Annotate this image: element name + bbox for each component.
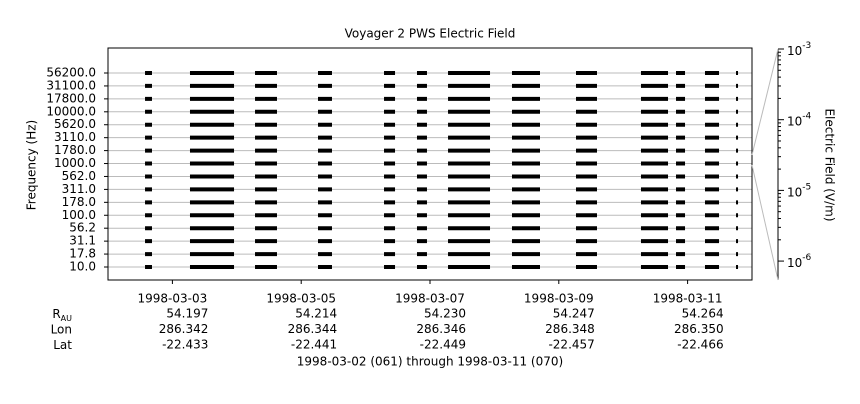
y-tick-label: 10000.0 [46,104,96,118]
ephemeris-value: 54.247 [553,307,595,321]
y-tick-label: 17800.0 [46,91,96,105]
y-tick-label: 31.1 [69,234,96,248]
y-tick-label: 56200.0 [46,66,96,80]
ephemeris-label: Lon [51,322,72,336]
colorbar-wedge [751,48,779,156]
data-segment [676,71,686,269]
y-tick-label: 10.0 [69,260,96,274]
ephemeris-value: 286.348 [545,322,595,336]
y-tick-label: 1000.0 [54,156,96,170]
ephemeris-label-text: Lon [51,322,72,336]
ephemeris-value: 286.342 [159,322,209,336]
y-tick-label: 311.0 [62,182,96,196]
data-segment [416,71,427,269]
y-tick-label: 31100.0 [46,78,96,92]
x-tick-label: 1998-03-03 [138,292,208,306]
y-tick-label: 5620.0 [54,117,96,131]
data-segment [255,71,277,269]
colorbar-tick-label: 10-3 [787,41,811,58]
colorbar-tick-exponent: -3 [802,41,811,51]
ephemeris-value: 54.264 [682,307,724,321]
y-tick-label: 100.0 [62,208,96,222]
ephemeris-value: -22.466 [677,338,723,352]
data-segment [511,71,540,269]
ephemeris-value: 286.350 [674,322,724,336]
y-axis-label: Frequency (Hz) [25,120,39,211]
data-segment [448,71,491,269]
y-tick-label: 562.0 [62,169,96,183]
x-tick-label: 1998-03-11 [653,292,723,306]
data-segment [640,71,669,269]
data-segment [384,71,396,269]
ephemeris-value: 54.214 [295,307,337,321]
ephemeris-label-text: Lat [53,338,72,352]
colorbar-tick-base: 10 [787,44,802,58]
colorbar-tick-exponent: -6 [802,253,811,263]
data-segment [145,71,152,269]
ephemeris-label: RAU [52,307,72,323]
ephemeris-label-text: R [52,307,60,321]
ephemeris-value: 54.230 [424,307,466,321]
ephemeris-label-sub: AU [61,314,72,323]
ephemeris-value: -22.457 [548,338,594,352]
y-tick-label: 17.8 [69,247,96,261]
colorbar-tick-exponent: -5 [802,182,811,192]
ephemeris-value: 286.344 [288,322,338,336]
data-segment [318,71,332,269]
ephemeris-value: -22.449 [420,338,466,352]
chart-title: Voyager 2 PWS Electric Field [345,27,516,41]
ephemeris-value: -22.433 [162,338,208,352]
y-tick-label: 178.0 [62,195,96,209]
colorbar-tick-base: 10 [787,256,802,270]
x-tick-label: 1998-03-07 [395,292,465,306]
data-segment [189,71,235,269]
data-segment [736,71,739,269]
colorbar-label: Electric Field (V/m) [823,108,837,221]
data-segment [704,71,720,269]
x-tick-label: 1998-03-05 [266,292,336,306]
colorbar-tick-label: 10-6 [787,253,812,270]
colorbar-tick-base: 10 [787,185,802,199]
ephemeris-value: 286.346 [416,322,466,336]
footer: 1998-03-02 (061) through 1998-03-11 (070… [297,355,563,369]
colorbar-wedge [751,164,779,281]
y-tick-label: 56.2 [69,221,96,235]
ephemeris-value: 54.197 [166,307,208,321]
colorbar-tick-base: 10 [787,114,802,128]
data-segment [575,71,597,269]
colorbar-tick-label: 10-4 [787,111,812,128]
y-tick-label: 1780.0 [54,143,96,157]
x-tick-label: 1998-03-09 [524,292,594,306]
colorbar-tick-label: 10-5 [787,182,811,199]
colorbar-tick-exponent: -4 [802,111,811,121]
ephemeris-value: -22.441 [291,338,337,352]
ephemeris-label: Lat [53,338,72,352]
y-tick-label: 3110.0 [54,130,96,144]
